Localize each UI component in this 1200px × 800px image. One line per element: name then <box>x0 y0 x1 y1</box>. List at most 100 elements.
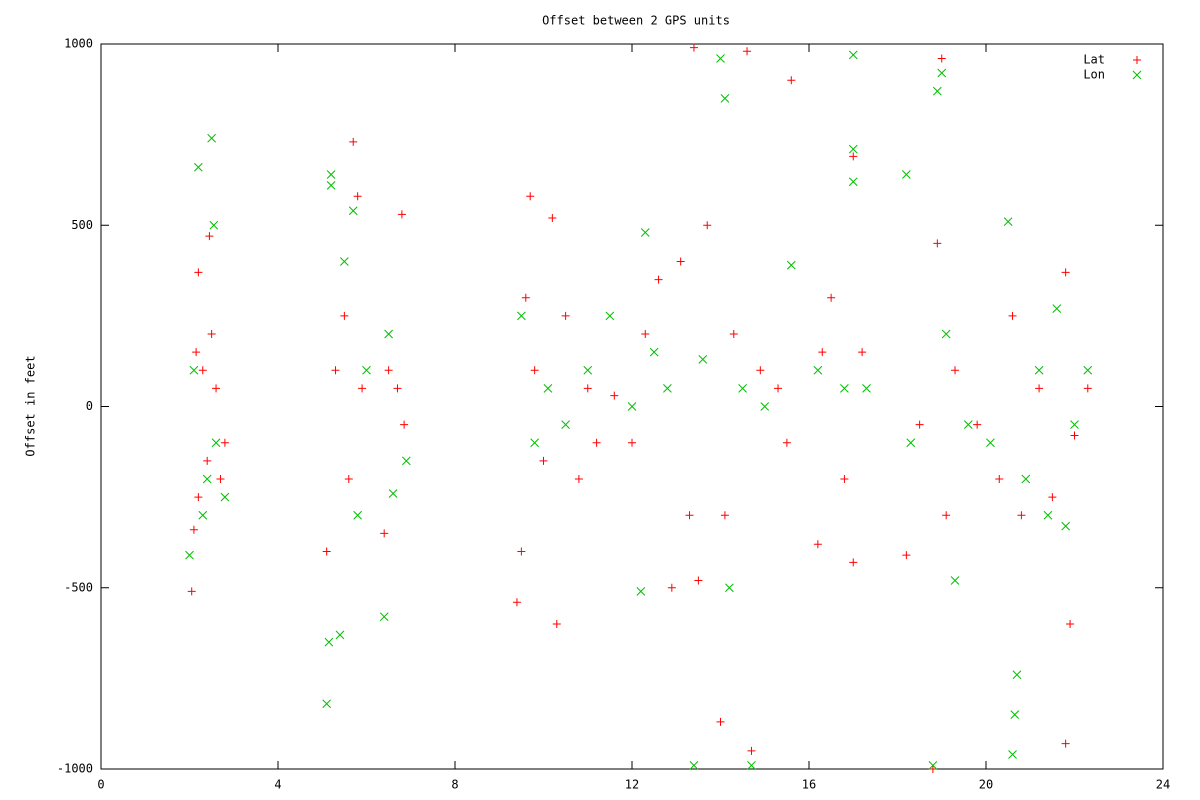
point <box>393 384 402 393</box>
point <box>1061 739 1070 748</box>
legend-marker <box>1132 70 1142 80</box>
point <box>574 475 583 483</box>
point <box>379 612 389 622</box>
point <box>818 348 827 357</box>
y-tick-label: 0 <box>86 399 93 413</box>
point <box>207 133 216 143</box>
point <box>521 293 530 302</box>
y-tick-label: 1000 <box>64 37 93 51</box>
point <box>689 761 699 770</box>
x-tick-label: 4 <box>274 778 281 792</box>
point <box>782 438 791 447</box>
point <box>207 330 216 338</box>
point <box>1061 268 1070 277</box>
point <box>628 438 636 447</box>
point <box>1035 384 1044 393</box>
point <box>827 293 836 302</box>
point <box>915 420 924 429</box>
point <box>1008 750 1017 759</box>
x-tick-label: 8 <box>451 778 458 792</box>
point <box>322 547 331 556</box>
point <box>787 76 796 85</box>
point <box>840 475 849 483</box>
point <box>1003 217 1013 226</box>
point <box>848 177 858 187</box>
x-tick-label: 24 <box>1156 778 1170 792</box>
point <box>324 637 334 647</box>
point <box>358 384 367 393</box>
point <box>401 456 411 466</box>
point <box>344 475 353 483</box>
point <box>1061 521 1071 531</box>
point <box>530 438 540 448</box>
point <box>689 43 698 52</box>
point <box>928 765 937 773</box>
point <box>663 384 672 393</box>
point <box>322 699 332 709</box>
point <box>189 365 199 375</box>
point <box>774 384 783 393</box>
point <box>202 474 212 484</box>
point <box>942 511 951 520</box>
point <box>760 402 770 411</box>
point <box>530 366 539 375</box>
point <box>1070 431 1079 440</box>
point <box>512 598 521 607</box>
point <box>813 365 823 375</box>
point <box>340 311 349 320</box>
y-tick-label: -1000 <box>57 762 93 776</box>
point <box>203 456 212 465</box>
point <box>649 347 659 357</box>
chart-title: Offset between 2 GPS units <box>542 14 730 28</box>
point <box>610 391 619 400</box>
point <box>716 54 725 63</box>
point <box>937 54 946 63</box>
point <box>335 630 345 640</box>
point <box>1083 365 1093 375</box>
point <box>212 384 221 393</box>
point <box>641 330 650 338</box>
point <box>995 475 1004 483</box>
point <box>724 583 734 593</box>
point <box>667 583 676 592</box>
point <box>1048 493 1057 502</box>
point <box>353 192 362 201</box>
point <box>716 717 725 726</box>
point <box>205 232 214 241</box>
point <box>198 366 207 375</box>
point <box>858 348 867 357</box>
point <box>849 558 858 567</box>
point <box>517 547 526 556</box>
point <box>526 192 535 201</box>
point <box>849 152 858 161</box>
point <box>326 170 336 179</box>
point <box>348 206 358 216</box>
point <box>561 420 570 429</box>
point <box>1066 620 1075 628</box>
point <box>193 162 203 172</box>
point <box>786 260 796 270</box>
point <box>583 365 593 375</box>
point <box>951 366 960 375</box>
point <box>192 348 201 357</box>
point <box>848 50 858 60</box>
point <box>1043 510 1053 520</box>
point <box>640 228 650 237</box>
point <box>654 275 663 284</box>
point <box>592 438 601 447</box>
point <box>362 365 371 375</box>
point <box>941 329 951 339</box>
point <box>185 550 194 560</box>
point <box>216 475 225 483</box>
point <box>1083 384 1092 393</box>
point <box>561 311 570 320</box>
point <box>685 511 694 520</box>
point <box>698 355 708 364</box>
point <box>933 239 942 248</box>
point <box>583 384 592 393</box>
point <box>627 402 637 411</box>
point <box>1017 511 1026 520</box>
point <box>220 492 230 502</box>
legend-label: Lon <box>1083 68 1105 82</box>
